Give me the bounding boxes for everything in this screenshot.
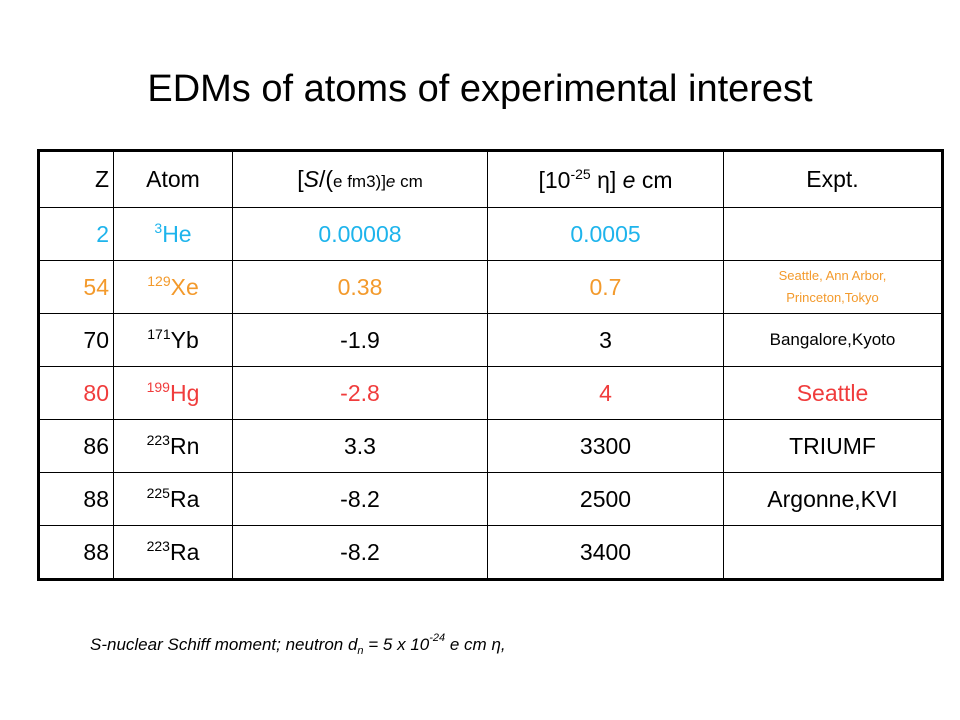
title: EDMs of atoms of experimental interest [147, 68, 813, 110]
s-cell: -1.9 [232, 313, 488, 367]
eta-cell: 3400 [487, 525, 724, 580]
header-text: Z [94, 166, 109, 192]
atom-cell: 199Hg [113, 366, 233, 420]
row: 88 225Ra -8.2 2500 Argonne,KVI [38, 472, 943, 526]
header-cell: [10-25 η] e cm [487, 150, 724, 208]
eta-cell: 0.0005 [487, 207, 724, 261]
table: Z Atom [S/(e fm3)]e cm [10-25 η] e cm Expt. 2… [37, 149, 944, 581]
symbol: Hg [169, 380, 200, 406]
symbol: Yb [170, 327, 199, 353]
expt-cell: Argonne,KVI [723, 472, 943, 526]
header-text: e [385, 172, 396, 191]
z-cell: 2 [38, 207, 114, 261]
footnote: S-nuclear Schiff moment; neutron dn = 5 … [90, 632, 506, 657]
atom-cell: 171Yb [113, 313, 233, 367]
eta-cell: 3 [487, 313, 724, 367]
atom-cell: 3He [113, 207, 233, 261]
footnote-text: S-nuclear Schiff moment; neutron d [90, 635, 358, 654]
mass-number: 129 [147, 273, 171, 289]
mass-number: 223 [146, 432, 170, 448]
s-cell: -8.2 [232, 525, 488, 580]
header-text: η] [590, 166, 623, 193]
footnote-text: e cm [445, 635, 492, 654]
header-text: Atom [146, 166, 200, 192]
mass-number: 3 [154, 220, 163, 236]
header-cell: Atom [113, 150, 233, 208]
row: 88 223Ra -8.2 3400 [38, 525, 943, 580]
header-text: /( [318, 166, 334, 192]
row: 86 223Rn 3.3 3300 TRIUMF [38, 419, 943, 473]
atom-cell: 225Ra [113, 472, 233, 526]
header-row: Z Atom [S/(e fm3)]e cm [10-25 η] e cm Expt. [38, 150, 943, 208]
expt-cell: Bangalore,Kyoto [723, 313, 943, 367]
header-text: cm [395, 172, 423, 191]
mass-number: 199 [146, 379, 170, 395]
header-text: e [622, 166, 636, 193]
header-text: -25 [570, 165, 591, 182]
footnote-text: -24 [429, 632, 446, 644]
s-cell: 0.00008 [232, 207, 488, 261]
row: 2 3He 0.00008 0.0005 [38, 207, 943, 261]
footnote-text: = 5 x 10 [363, 635, 430, 654]
expt-cell [723, 207, 943, 261]
symbol: Ra [169, 486, 200, 512]
expt-cell: Seattle, Ann Arbor, Princeton,Tokyo [723, 260, 943, 314]
s-cell: 0.38 [232, 260, 488, 314]
mass-number: 225 [146, 485, 170, 501]
row: 54 129Xe 0.38 0.7 Seattle, Ann Arbor, Prince… [38, 260, 943, 314]
eta-cell: 2500 [487, 472, 724, 526]
symbol: Rn [169, 433, 200, 459]
header-text: cm [635, 166, 673, 193]
atom-cell: 223Ra [113, 525, 233, 580]
expt-cell [723, 525, 943, 580]
expt-cell: TRIUMF [723, 419, 943, 473]
eta-cell: 4 [487, 366, 724, 420]
atom-cell: 223Rn [113, 419, 233, 473]
z-cell: 88 [38, 525, 114, 580]
z-cell: 70 [38, 313, 114, 367]
z-cell: 80 [38, 366, 114, 420]
header-cell: [S/(e fm3)]e cm [232, 150, 488, 208]
header-text: [ [297, 166, 304, 192]
header-cell: Z [38, 150, 114, 208]
header-text: [10 [538, 166, 571, 193]
symbol: Xe [170, 274, 199, 300]
header-text: S [303, 166, 319, 192]
eta-cell: 0.7 [487, 260, 724, 314]
mass-number: 223 [146, 538, 170, 554]
s-cell: -2.8 [232, 366, 488, 420]
row: 80 199Hg -2.8 4 Seattle [38, 366, 943, 420]
row: 70 171Yb -1.9 3 Bangalore,Kyoto [38, 313, 943, 367]
footnote-text: n [357, 645, 364, 657]
header-cell: Expt. [723, 150, 943, 208]
eta-cell: 3300 [487, 419, 724, 473]
footnote-text: , [500, 635, 506, 654]
z-cell: 86 [38, 419, 114, 473]
footnote-text: η [491, 635, 501, 654]
symbol: He [162, 221, 192, 247]
mass-number: 171 [147, 326, 171, 342]
z-cell: 54 [38, 260, 114, 314]
header-text: Expt. [806, 166, 859, 192]
s-cell: -8.2 [232, 472, 488, 526]
header-text: e fm3)] [333, 172, 386, 191]
symbol: Ra [169, 539, 200, 565]
atom-cell: 129Xe [113, 260, 233, 314]
s-cell: 3.3 [232, 419, 488, 473]
expt-cell: Seattle [723, 366, 943, 420]
z-cell: 88 [38, 472, 114, 526]
